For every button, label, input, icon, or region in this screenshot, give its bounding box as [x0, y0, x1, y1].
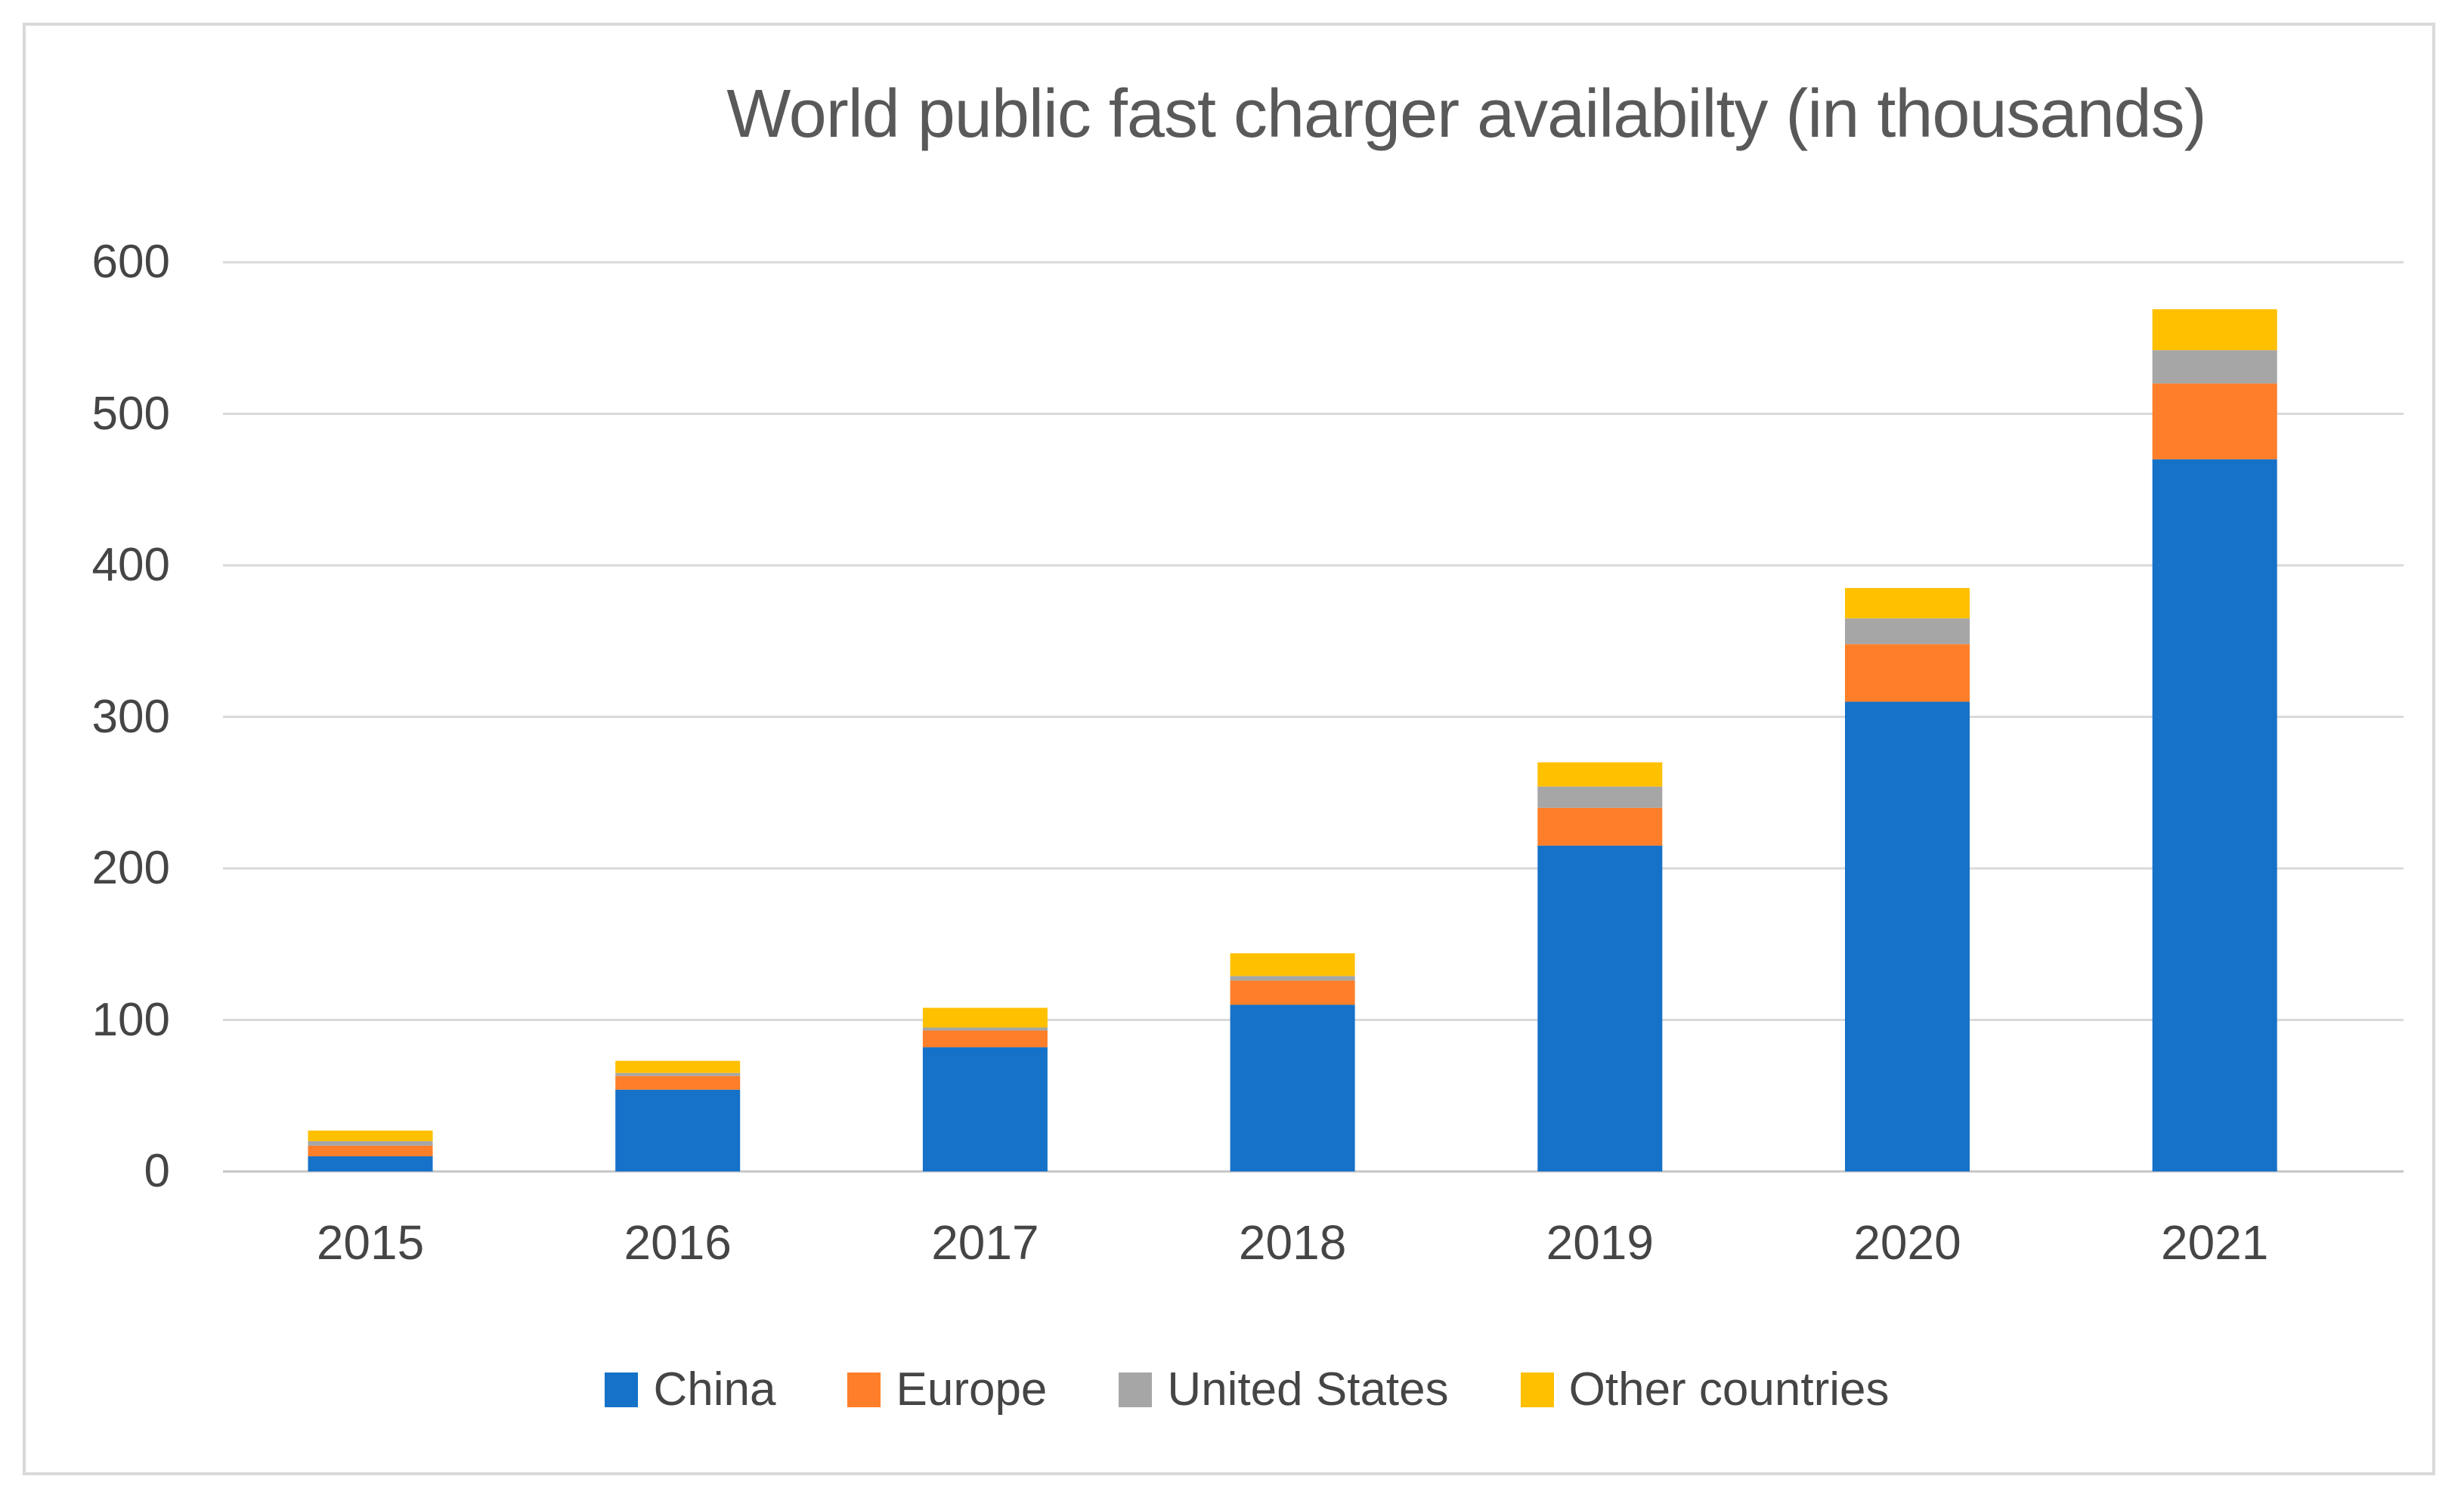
bar-segment-united-states-2018 — [1230, 976, 1355, 981]
bar-segment-other-countries-2016 — [615, 1060, 741, 1073]
legend-label-europe: Europe — [896, 1363, 1048, 1416]
legend-swatch-china — [605, 1372, 639, 1407]
bar-segment-other-countries-2018 — [1230, 953, 1355, 976]
legend-swatch-europe — [847, 1372, 881, 1407]
legend-item-united-states: United States — [1119, 1363, 1449, 1416]
bar-segment-other-countries-2015 — [308, 1130, 433, 1141]
legend-label-china: China — [653, 1363, 776, 1416]
bar-segment-china-2016 — [615, 1089, 741, 1171]
y-axis-label-500: 500 — [91, 387, 170, 440]
y-axis-label-100: 100 — [91, 993, 170, 1046]
bar-segment-china-2019 — [1537, 845, 1663, 1171]
bar-segment-other-countries-2017 — [922, 1007, 1048, 1028]
x-axis-label-2017: 2017 — [931, 1215, 1039, 1270]
y-axis-label-0: 0 — [144, 1145, 170, 1197]
bar-segment-europe-2019 — [1537, 807, 1663, 846]
x-axis-label-2015: 2015 — [316, 1215, 425, 1270]
legend-item-other-countries: Other countries — [1520, 1363, 1890, 1416]
x-axis-label-2016: 2016 — [624, 1215, 732, 1270]
bar-segment-united-states-2020 — [1845, 618, 1970, 645]
bar-segment-china-2017 — [922, 1047, 1048, 1171]
bar-segment-europe-2017 — [922, 1030, 1048, 1048]
x-axis-label-2020: 2020 — [1853, 1215, 1961, 1270]
legend-item-china: China — [605, 1366, 775, 1413]
bar-segment-united-states-2021 — [2152, 350, 2277, 384]
bar-segment-other-countries-2020 — [1845, 588, 1970, 619]
bar-segment-other-countries-2021 — [2152, 309, 2277, 351]
x-axis-label-2018: 2018 — [1238, 1215, 1347, 1270]
bar-segment-china-2015 — [308, 1156, 433, 1171]
bar-segment-united-states-2015 — [308, 1140, 433, 1146]
y-axis-label-400: 400 — [91, 539, 170, 591]
chart-frame — [23, 23, 2435, 1475]
bar-segment-europe-2021 — [2152, 383, 2277, 460]
bar-segment-europe-2015 — [308, 1145, 433, 1156]
chart-legend: China Europe United States Other countri… — [113, 1366, 2381, 1413]
bar-segment-united-states-2019 — [1537, 786, 1663, 808]
legend-label-other-countries: Other countries — [1568, 1363, 1890, 1416]
bar-segment-europe-2016 — [615, 1075, 741, 1090]
bar-segment-china-2020 — [1845, 701, 1970, 1171]
bar-segment-china-2021 — [2152, 459, 2277, 1171]
bar-segment-united-states-2016 — [615, 1072, 741, 1076]
legend-label-united-states: United States — [1167, 1363, 1449, 1416]
bar-segment-china-2018 — [1230, 1004, 1355, 1171]
chart-title: World public fast charger availabilty (i… — [726, 76, 2206, 152]
bar-segment-europe-2018 — [1230, 980, 1355, 1005]
legend-item-europe: Europe — [847, 1366, 1047, 1413]
bar-segment-other-countries-2019 — [1537, 762, 1663, 787]
x-axis-label-2019: 2019 — [1546, 1215, 1654, 1270]
bar-segment-europe-2020 — [1845, 644, 1970, 702]
y-axis-label-200: 200 — [91, 842, 170, 894]
y-axis-label-600: 600 — [91, 236, 170, 288]
legend-swatch-united-states — [1119, 1372, 1153, 1407]
bar-segment-united-states-2017 — [922, 1027, 1048, 1031]
y-axis-label-300: 300 — [91, 690, 170, 743]
legend-swatch-other-countries — [1520, 1372, 1554, 1407]
x-axis-label-2021: 2021 — [2161, 1215, 2269, 1270]
